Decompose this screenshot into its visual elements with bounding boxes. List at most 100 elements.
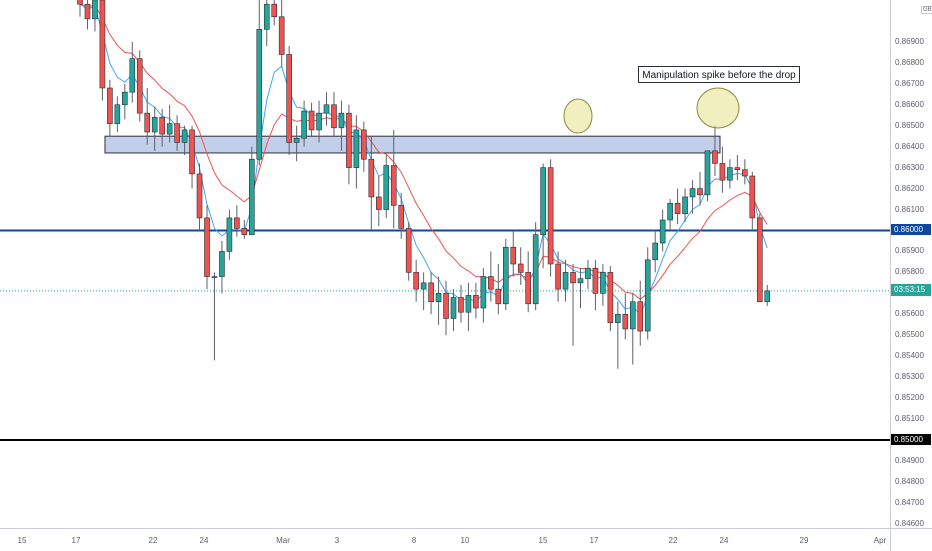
candle-body	[136, 58, 143, 114]
price-tick-label: 0.86700	[895, 78, 924, 88]
candle	[540, 163, 546, 269]
candle-body	[697, 188, 703, 196]
candle	[443, 280, 449, 336]
candle	[450, 289, 457, 332]
candle	[308, 102, 315, 137]
candle	[435, 276, 442, 325]
price-tick-label: 0.86800	[895, 57, 924, 67]
candle	[525, 251, 532, 313]
candle-body	[510, 246, 517, 265]
candle-body	[555, 263, 561, 290]
level-price-tag: 0.86000	[891, 224, 931, 236]
candle-body	[338, 112, 345, 129]
candle-body	[585, 267, 591, 279]
candle	[99, 0, 106, 101]
candle	[174, 115, 180, 151]
candle	[517, 247, 524, 285]
candle-body	[547, 167, 554, 265]
price-tick-label: 0.85500	[895, 330, 924, 340]
candle	[629, 293, 636, 365]
price-tick-label: 0.86500	[895, 120, 924, 130]
candle	[122, 83, 128, 120]
candle	[249, 146, 255, 235]
candle-body	[742, 169, 748, 177]
candle	[682, 188, 688, 223]
date-tick-label: Mar	[276, 536, 290, 545]
candle-body	[577, 278, 584, 284]
candle-body	[293, 137, 300, 143]
candle-body	[428, 282, 434, 303]
candle	[465, 282, 472, 332]
candle-body	[301, 110, 307, 139]
candle	[727, 159, 733, 189]
candle-body	[727, 167, 733, 181]
date-tick-label: 8	[411, 536, 417, 545]
candle-body	[525, 272, 532, 305]
candle-body	[667, 202, 673, 221]
candle-body	[122, 91, 128, 106]
date-tick-label: 22	[148, 536, 158, 545]
candle-body	[316, 112, 322, 131]
candle	[495, 264, 502, 315]
candle	[420, 272, 427, 311]
price-chart-pane[interactable]	[0, 0, 890, 528]
slow-moving-average-line	[79, 3, 768, 300]
candle-body	[607, 272, 614, 323]
candle-body	[756, 217, 763, 303]
candle-body	[450, 297, 457, 319]
candle-body	[749, 175, 756, 219]
candle-body	[420, 282, 427, 290]
date-tick-label: 24	[199, 536, 209, 545]
candle	[644, 247, 651, 340]
candle-body	[383, 165, 390, 210]
price-tick-label: 0.84900	[895, 455, 924, 465]
candle	[375, 176, 382, 227]
annotation-label[interactable]: Manipulation spike before the drop	[638, 66, 800, 83]
candle	[271, 0, 278, 26]
price-tick-label: 0.85200	[895, 393, 924, 403]
candle-body	[151, 117, 158, 133]
candle	[234, 205, 240, 237]
candle-body	[234, 217, 240, 229]
candle	[189, 125, 195, 189]
price-tick-label: 0.84600	[895, 518, 924, 528]
time-axis[interactable]: 15 17 22 24 Mar 3 8 10 15 17 22 24 29 Apr	[0, 528, 890, 551]
candle-body	[443, 293, 449, 319]
candle-body	[219, 251, 225, 277]
candle	[742, 159, 748, 185]
price-tick-label: 0.85300	[895, 372, 924, 382]
candle	[383, 155, 390, 218]
candle-body	[413, 272, 419, 290]
candle-body	[719, 163, 726, 181]
candle-body	[174, 123, 180, 143]
candle	[301, 100, 307, 147]
candle	[562, 259, 569, 302]
candle	[77, 0, 83, 17]
candle	[592, 259, 599, 311]
candle-body	[540, 167, 546, 235]
candle	[166, 104, 173, 143]
candle	[353, 115, 360, 189]
price-tick-label: 0.85600	[895, 309, 924, 319]
candle-body	[226, 217, 233, 252]
candle	[659, 209, 666, 252]
candle	[204, 205, 210, 290]
candle	[749, 171, 756, 231]
candle	[637, 280, 644, 346]
date-tick-label: 17	[71, 536, 81, 545]
candle	[368, 136, 375, 231]
price-tick-label: 0.86100	[895, 204, 924, 214]
candle-body	[159, 117, 165, 135]
candle	[734, 155, 741, 181]
candle-body	[286, 54, 292, 143]
spike-highlight-ellipse-2	[696, 87, 740, 129]
candle-body	[704, 150, 711, 196]
candle	[226, 209, 233, 260]
candle	[398, 192, 405, 239]
candle	[293, 125, 300, 162]
date-tick-label: 3	[334, 536, 340, 545]
candle	[428, 272, 434, 315]
price-axis[interactable]: GBP 0.84600 0.84700 0.84800 0.84900 0.85100 0…	[890, 0, 932, 528]
candle	[712, 125, 718, 176]
